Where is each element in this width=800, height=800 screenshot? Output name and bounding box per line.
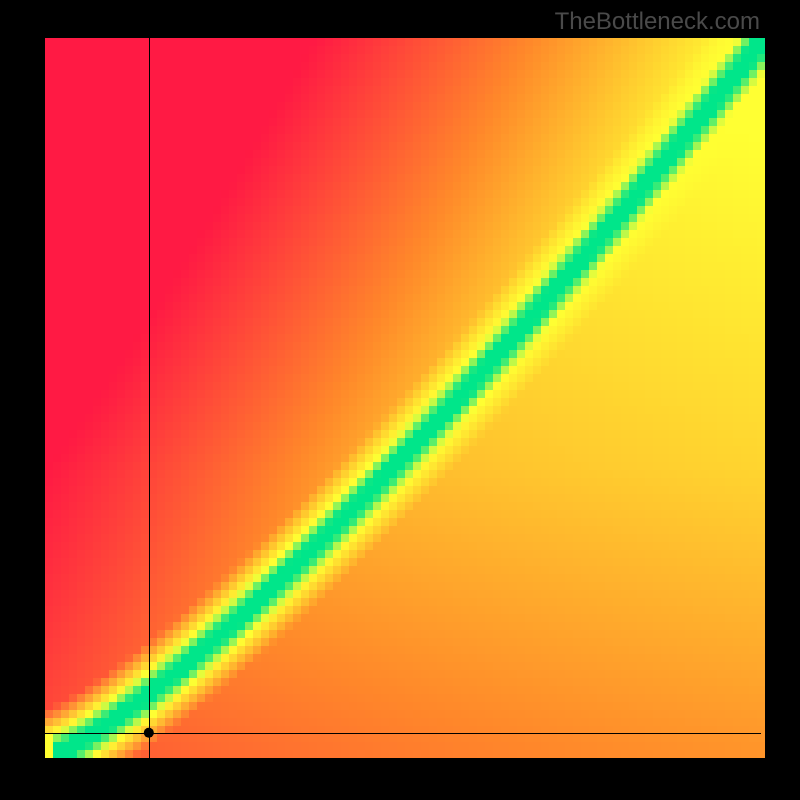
heatmap-canvas xyxy=(0,0,800,800)
watermark-text: TheBottleneck.com xyxy=(555,8,760,36)
chart-container: TheBottleneck.com xyxy=(0,0,800,800)
